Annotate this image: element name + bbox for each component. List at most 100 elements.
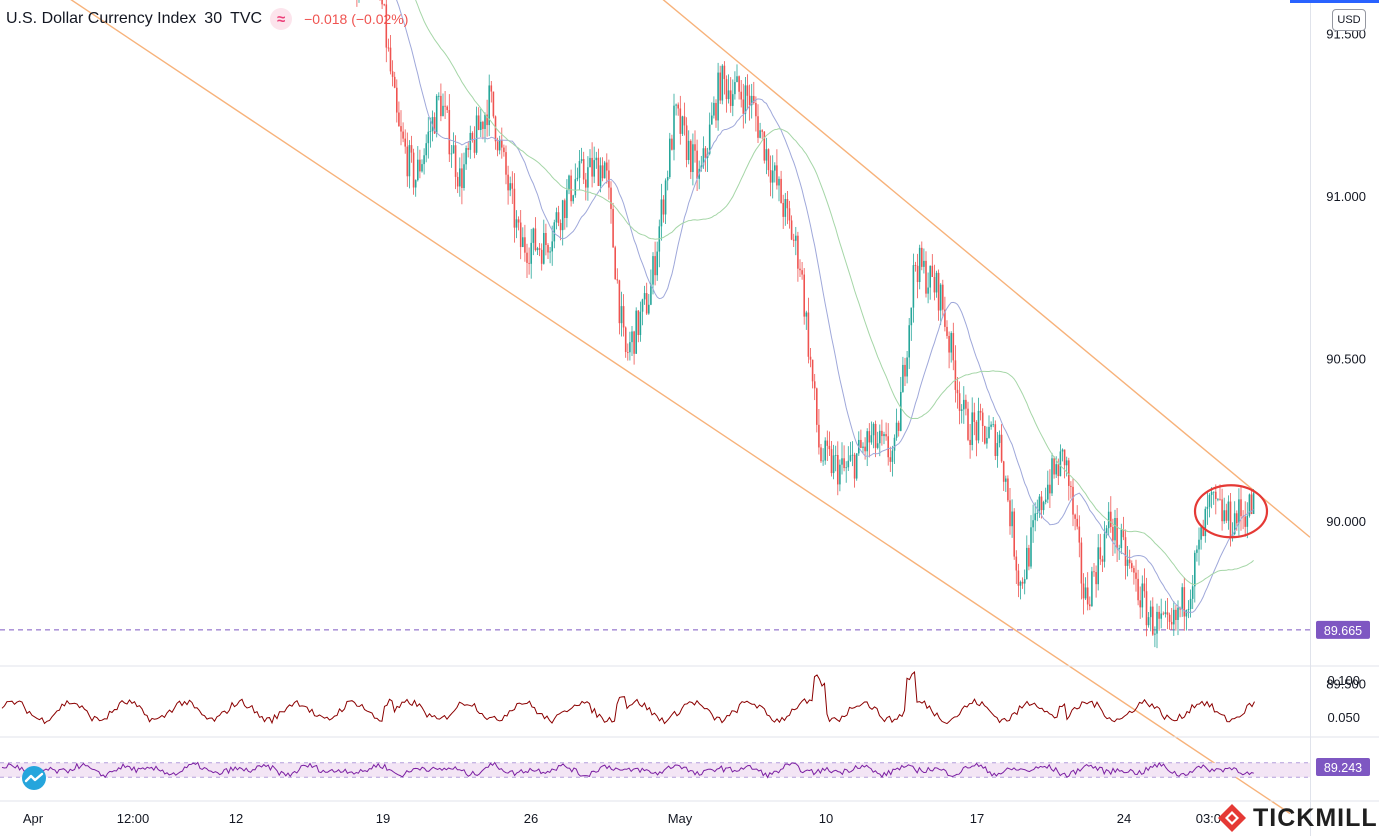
candle-body	[681, 116, 684, 134]
candle-body	[782, 202, 784, 217]
candle-body	[515, 219, 518, 228]
candle-body	[440, 95, 442, 117]
candle-body	[438, 95, 440, 97]
candle-body	[435, 95, 438, 134]
candle-body	[475, 115, 478, 153]
candle-body	[944, 309, 946, 327]
candle-body	[1250, 494, 1253, 515]
channel-line-upper[interactable]	[0, 0, 1311, 538]
candle-body	[729, 90, 732, 106]
candle-body	[979, 410, 982, 413]
channel-line-lower[interactable]	[0, 0, 1291, 815]
candle-body	[498, 139, 501, 151]
candle-body	[788, 208, 791, 221]
candle-body	[574, 179, 577, 196]
candle-body	[530, 242, 532, 264]
candle-body	[799, 268, 801, 271]
wave-icon[interactable]: ≈	[270, 8, 293, 30]
candle-body	[981, 412, 984, 427]
candle-body	[675, 104, 677, 106]
candle-body	[883, 434, 885, 437]
candle-body	[624, 327, 627, 353]
candle-body	[1116, 518, 1118, 549]
candle-body	[393, 76, 396, 88]
candle-body	[448, 110, 451, 155]
candle-body	[918, 247, 921, 283]
candle-body	[616, 279, 619, 281]
candle-body	[1212, 491, 1215, 493]
candle-body	[608, 170, 610, 188]
candle-body	[988, 426, 990, 438]
candle-body	[566, 190, 568, 218]
candle-body	[1065, 460, 1068, 466]
candle-body	[631, 331, 633, 343]
candle-body	[1105, 528, 1108, 534]
candle-body	[1076, 518, 1078, 527]
candle-body	[1082, 583, 1085, 599]
candle-body	[1223, 510, 1225, 522]
candle-body	[1217, 498, 1219, 500]
candle-body	[1055, 464, 1057, 475]
price-pane[interactable]	[0, 0, 1311, 815]
candle-body	[998, 434, 1001, 443]
candle-body	[994, 424, 997, 457]
candle-body	[826, 440, 829, 446]
candle-body	[618, 280, 621, 324]
candle-body	[1063, 449, 1066, 466]
candle-body	[740, 91, 742, 100]
rsi-pane[interactable]	[0, 761, 1310, 779]
candle-body	[1175, 609, 1177, 620]
candle-body	[1152, 606, 1154, 635]
candle-body	[1107, 511, 1110, 529]
candle-body	[1141, 583, 1144, 608]
atr-pane[interactable]	[1, 670, 1255, 725]
candle-body	[771, 170, 774, 183]
candle-body	[1133, 568, 1135, 573]
candle-body	[1086, 587, 1089, 605]
candle-body	[845, 467, 847, 469]
chart-legend: U.S. Dollar Currency Index 30 TVC ≈ −0.0…	[6, 8, 408, 30]
candle-body	[1120, 529, 1123, 549]
candle-body	[1124, 537, 1127, 566]
candle-body	[484, 114, 486, 129]
candle-body	[767, 149, 770, 171]
candle-body	[849, 455, 852, 461]
candle-body	[889, 457, 892, 462]
candle-body	[1128, 559, 1131, 564]
candle-body	[862, 446, 864, 448]
candle-body	[687, 140, 690, 160]
candle-body	[673, 105, 675, 150]
candle-body	[916, 265, 919, 283]
candle-body	[387, 47, 390, 49]
candle-body	[1093, 571, 1095, 573]
candle-body	[847, 460, 850, 468]
candle-body	[391, 71, 394, 77]
candle-body	[1185, 610, 1188, 617]
candle-body	[629, 342, 631, 353]
candle-body	[511, 183, 514, 189]
candle-body	[639, 311, 642, 336]
candle-body	[543, 232, 545, 264]
candle-body	[776, 165, 778, 186]
interval-label[interactable]: 30	[204, 10, 223, 27]
candle-body	[1200, 527, 1202, 540]
price-tick-label: 90.000	[1326, 514, 1366, 529]
candle-body	[1126, 559, 1129, 566]
time-tick-label: 10	[819, 811, 833, 826]
candle-body	[1143, 583, 1146, 592]
candle-body	[1225, 510, 1228, 521]
candle-body	[517, 219, 520, 223]
candle-body	[490, 85, 493, 92]
candle-body	[551, 241, 553, 252]
highlight-ellipse[interactable]	[1193, 484, 1269, 539]
currency-button[interactable]: USD	[1332, 9, 1366, 31]
candle-body	[652, 256, 654, 285]
candle-body	[454, 145, 457, 177]
candle-body	[1009, 500, 1011, 527]
candle-body	[946, 326, 948, 336]
candle-body	[830, 449, 833, 474]
candle-body	[824, 440, 826, 461]
symbol-name[interactable]: U.S. Dollar Currency Index	[6, 10, 197, 27]
